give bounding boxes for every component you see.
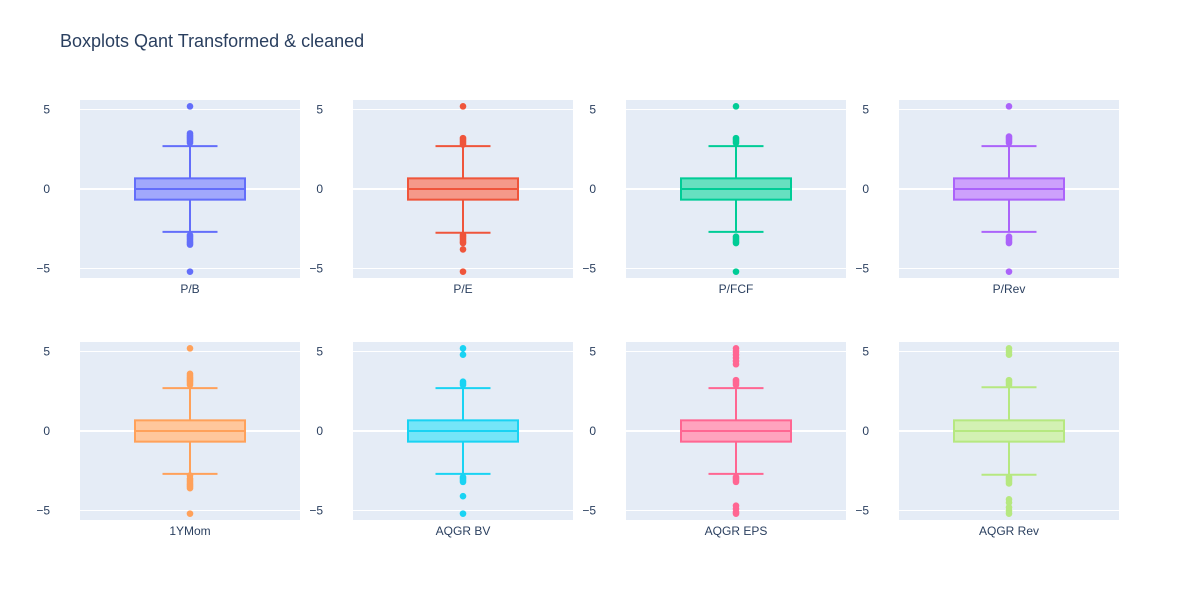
y-tick-label: −5 bbox=[855, 261, 869, 275]
x-category-label: 1YMom bbox=[169, 524, 210, 538]
outlier-point bbox=[1005, 510, 1013, 517]
x-category-label: AQGR Rev bbox=[979, 524, 1039, 538]
y-tick-label: 5 bbox=[43, 103, 50, 117]
x-category-label: P/E bbox=[453, 282, 472, 296]
chart-title: Boxplots Qant Transformed & cleaned bbox=[60, 31, 365, 51]
y-tick-label: 0 bbox=[589, 424, 596, 438]
outlier-point bbox=[459, 345, 467, 352]
outlier-point bbox=[459, 510, 467, 517]
y-tick-label: −5 bbox=[855, 503, 869, 517]
subplot-p-fcf: 5 0 −5 P/FCF bbox=[582, 100, 846, 296]
y-tick-label: −5 bbox=[36, 503, 50, 517]
y-tick-label: −5 bbox=[309, 261, 323, 275]
subplot-p-e: 5 0 −5 P/E bbox=[309, 100, 573, 296]
y-tick-label: 0 bbox=[589, 182, 596, 196]
y-tick-label: −5 bbox=[36, 261, 50, 275]
y-tick-label: 0 bbox=[316, 424, 323, 438]
subplot-p-rev: 5 0 −5 P/Rev bbox=[855, 100, 1119, 296]
y-tick-label: 5 bbox=[43, 345, 50, 359]
outlier-point bbox=[459, 239, 467, 247]
x-category-label: P/Rev bbox=[993, 282, 1026, 296]
outlier-point bbox=[1005, 103, 1013, 110]
outlier-point bbox=[732, 381, 740, 389]
outlier-point bbox=[459, 103, 467, 110]
outlier-point bbox=[732, 360, 740, 368]
subplot-p-b: 5 0 −5 P/B bbox=[36, 100, 300, 296]
x-category-label: P/B bbox=[180, 282, 199, 296]
outlier-point bbox=[459, 141, 467, 148]
y-tick-label: −5 bbox=[582, 261, 596, 275]
outlier-point bbox=[186, 381, 194, 389]
y-tick-label: 0 bbox=[43, 424, 50, 438]
y-tick-label: 5 bbox=[589, 345, 596, 359]
outlier-point bbox=[186, 510, 194, 517]
outlier-point bbox=[186, 345, 194, 352]
y-tick-label: 0 bbox=[862, 182, 869, 196]
y-tick-label: 5 bbox=[316, 103, 323, 117]
y-tick-label: 5 bbox=[862, 345, 869, 359]
subplot-aqgr-eps: 5 0 −5 AQGR EPS bbox=[582, 342, 846, 538]
y-tick-label: −5 bbox=[309, 503, 323, 517]
outlier-point bbox=[186, 268, 194, 275]
y-tick-label: 0 bbox=[862, 424, 869, 438]
subplot-1ymom: 5 0 −5 1YMom bbox=[36, 342, 300, 538]
outlier-point bbox=[732, 139, 740, 147]
outlier-point bbox=[459, 351, 467, 359]
outlier-point bbox=[459, 492, 467, 500]
outlier-point bbox=[732, 478, 740, 486]
y-tick-label: 5 bbox=[316, 345, 323, 359]
outlier-point bbox=[1005, 268, 1013, 275]
subplot-aqgr-rev: 5 0 −5 AQGR Rev bbox=[855, 342, 1119, 538]
outlier-point bbox=[186, 484, 194, 492]
outlier-point bbox=[1005, 480, 1013, 487]
outlier-point bbox=[732, 103, 740, 110]
outlier-point bbox=[186, 103, 194, 110]
outlier-point bbox=[186, 241, 194, 248]
y-tick-label: 5 bbox=[589, 103, 596, 117]
subplot-aqgr-bv: 5 0 −5 AQGR BV bbox=[309, 342, 573, 538]
outlier-point bbox=[1005, 499, 1013, 506]
y-tick-label: 5 bbox=[862, 103, 869, 117]
outlier-point bbox=[459, 268, 467, 275]
outlier-point bbox=[459, 381, 467, 389]
outlier-point bbox=[1005, 381, 1013, 389]
y-tick-label: 0 bbox=[316, 182, 323, 196]
outlier-point bbox=[186, 139, 194, 147]
outlier-point bbox=[732, 239, 740, 247]
x-category-label: AQGR BV bbox=[436, 524, 491, 538]
y-tick-label: 0 bbox=[43, 182, 50, 196]
outlier-point bbox=[459, 478, 467, 486]
x-category-label: P/FCF bbox=[719, 282, 754, 296]
outlier-point bbox=[459, 246, 467, 253]
y-tick-label: −5 bbox=[582, 503, 596, 517]
outlier-point bbox=[732, 510, 740, 517]
outlier-point bbox=[732, 268, 740, 275]
outlier-point bbox=[1005, 239, 1013, 247]
outlier-point bbox=[1005, 351, 1013, 359]
outlier-point bbox=[1005, 139, 1013, 147]
x-category-label: AQGR EPS bbox=[705, 524, 768, 538]
